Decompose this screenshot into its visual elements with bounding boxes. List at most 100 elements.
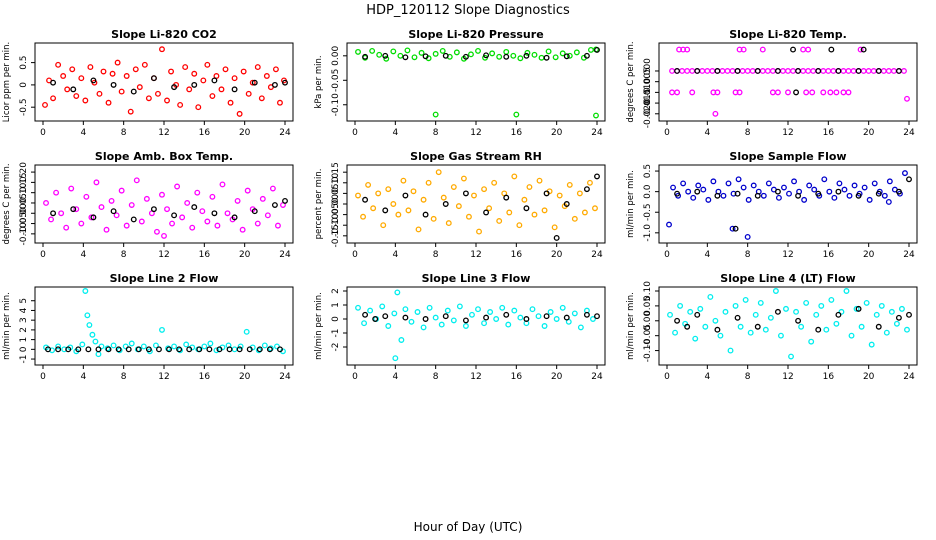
data-point	[511, 307, 518, 314]
data-point	[702, 323, 709, 330]
x-tick-label: 4	[80, 250, 86, 260]
data-point	[752, 311, 759, 318]
plot-frame	[34, 164, 294, 244]
data-point	[818, 302, 825, 309]
data-point	[836, 180, 843, 187]
data-point	[435, 169, 442, 176]
data-point	[440, 194, 447, 201]
data-point	[863, 299, 870, 306]
data-point	[442, 201, 449, 207]
x-tick-label: 20	[551, 372, 563, 382]
data-point	[505, 321, 512, 328]
data-point	[762, 326, 769, 333]
data-point	[263, 73, 270, 79]
data-point	[765, 180, 772, 187]
data-point	[153, 228, 160, 235]
data-point	[379, 303, 386, 310]
data-point	[154, 90, 161, 97]
data-point	[772, 288, 779, 294]
data-point	[115, 346, 122, 353]
x-tick-label: 0	[664, 250, 670, 260]
data-point	[828, 296, 835, 303]
data-point	[404, 47, 411, 54]
y-tick-label: -0.10	[643, 339, 653, 363]
data-point	[269, 185, 276, 192]
data-point	[87, 64, 94, 71]
data-point	[581, 209, 588, 216]
data-point	[709, 68, 716, 74]
data-point	[810, 68, 817, 74]
x-tick-label: 8	[433, 250, 439, 260]
data-point	[821, 176, 828, 183]
y-axis-label: ml/min per min.	[626, 292, 636, 360]
data-point	[442, 313, 449, 320]
data-point	[853, 305, 860, 312]
y-axis-label: percent per min.	[314, 169, 324, 240]
data-point	[239, 226, 246, 233]
data-point	[177, 347, 184, 354]
data-point	[795, 317, 802, 324]
data-point	[769, 68, 776, 74]
data-point	[430, 215, 437, 222]
data-point	[503, 311, 510, 318]
data-point	[43, 200, 49, 206]
y-tick-label: 0.000	[643, 58, 653, 84]
data-point	[246, 346, 253, 353]
data-point	[786, 190, 792, 197]
data-point	[521, 196, 528, 203]
data-point	[95, 346, 102, 353]
data-point	[535, 313, 542, 320]
data-point	[82, 288, 89, 294]
data-point	[465, 213, 472, 220]
data-point	[828, 46, 835, 53]
data-point	[875, 190, 882, 197]
data-point	[375, 190, 382, 197]
data-point	[719, 68, 726, 74]
data-point	[694, 68, 701, 74]
reference-points	[50, 197, 288, 223]
plot-frame	[658, 164, 918, 244]
x-tick-label: 20	[551, 250, 563, 260]
data-point	[108, 197, 115, 204]
data-point	[211, 77, 218, 84]
data-point	[895, 68, 902, 74]
data-point	[510, 52, 517, 59]
data-point	[453, 49, 460, 56]
data-point	[481, 320, 488, 327]
data-point	[866, 196, 873, 203]
data-point	[255, 347, 262, 354]
data-point	[700, 186, 707, 193]
data-point	[171, 84, 178, 91]
data-point	[749, 68, 756, 74]
data-point	[493, 316, 500, 322]
reference-points	[50, 75, 288, 95]
data-point	[790, 46, 796, 53]
data-point	[904, 95, 910, 102]
data-point	[116, 347, 123, 354]
data-point	[244, 187, 251, 194]
data-point	[881, 192, 888, 199]
data-point	[445, 220, 452, 227]
data-point	[390, 201, 397, 207]
data-point	[830, 68, 837, 74]
data-point	[182, 64, 189, 71]
data-point	[273, 343, 280, 350]
data-point	[499, 304, 506, 311]
data-point	[835, 68, 842, 74]
x-tick-label: 16	[511, 372, 523, 382]
data-point	[785, 68, 791, 74]
data-point	[705, 196, 712, 203]
data-point	[236, 346, 243, 353]
data-point	[176, 346, 183, 353]
data-point	[744, 233, 751, 240]
data-point	[588, 46, 594, 53]
x-tick-label: 24	[903, 128, 915, 138]
data-point	[171, 212, 178, 219]
data-point	[734, 190, 741, 197]
data-point	[725, 180, 732, 187]
data-point	[432, 111, 439, 118]
data-point	[462, 323, 469, 329]
data-point	[679, 68, 686, 74]
data-point	[759, 68, 766, 74]
reference-points	[45, 346, 283, 353]
